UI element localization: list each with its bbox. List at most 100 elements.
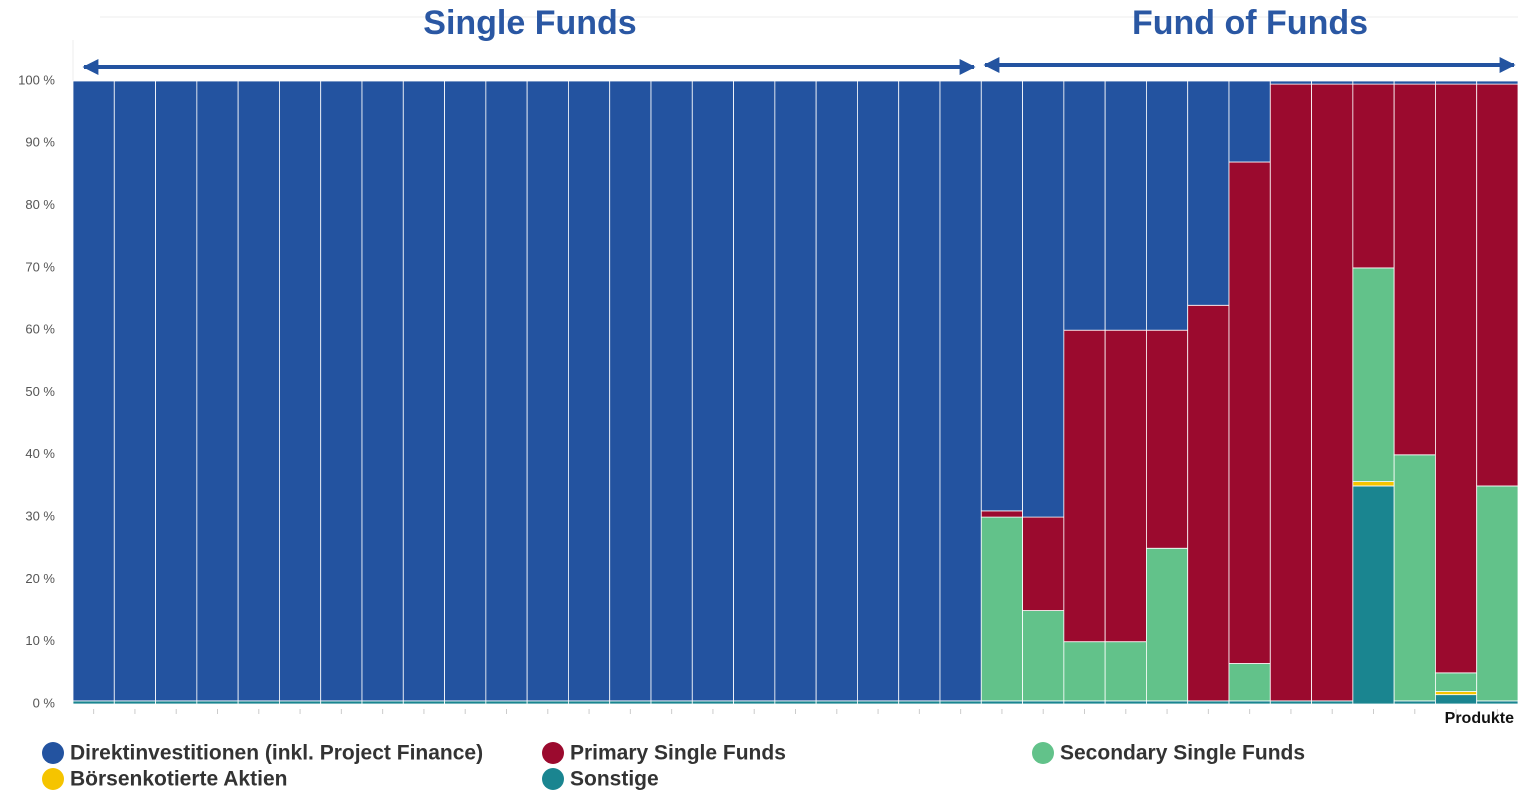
y-tick-label: 10 % — [25, 633, 55, 648]
bar-segment — [1476, 80, 1519, 85]
bar-segment — [1269, 80, 1312, 85]
bar-segment — [361, 80, 404, 702]
bar-segment — [980, 516, 1023, 702]
bar-segment — [1435, 83, 1478, 674]
x-axis-label: Produkte — [1445, 710, 1514, 727]
bar-segment — [980, 700, 1023, 705]
bar-segment — [1435, 80, 1478, 85]
bar-segment — [113, 700, 156, 705]
bar-segment — [485, 80, 528, 702]
bar-segment — [402, 700, 445, 705]
bar-segment — [1269, 83, 1312, 702]
bar-segment — [1228, 700, 1271, 705]
y-tick-label: 40 % — [25, 446, 55, 461]
bar-segment — [113, 80, 156, 702]
bar-segment — [1187, 80, 1230, 306]
bar-segment — [691, 80, 734, 702]
legend-label: Secondary Single Funds — [1060, 742, 1305, 765]
bar-segment — [568, 80, 611, 702]
bar-segment — [1187, 304, 1230, 702]
bar-segment — [650, 700, 693, 705]
bar-segment — [1311, 83, 1354, 702]
legend-swatch — [42, 742, 64, 764]
bar-segment — [1146, 700, 1189, 705]
bar-segment — [1063, 700, 1106, 705]
bar-segment — [361, 700, 404, 705]
bar-segment — [1393, 700, 1436, 705]
bar-segment — [939, 80, 982, 702]
y-tick-label: 30 % — [25, 509, 55, 524]
bar-segment — [650, 80, 693, 702]
bar-segment — [1393, 454, 1436, 702]
bar-segment — [1435, 672, 1478, 692]
bar-segment — [1022, 610, 1065, 702]
y-tick-label: 0 % — [33, 695, 56, 710]
bar-segment — [485, 700, 528, 705]
bar-segment — [402, 80, 445, 702]
bar-segment — [155, 700, 198, 705]
bar-segment — [1063, 80, 1106, 331]
bar-segment — [1476, 485, 1519, 702]
bar-segment — [857, 700, 900, 705]
bar-segment — [1146, 547, 1189, 702]
legend-swatch — [42, 768, 64, 790]
bar-segment — [898, 80, 941, 702]
bar-segment — [1146, 80, 1189, 331]
legend-swatch — [1032, 742, 1054, 764]
bar-segment — [1022, 80, 1065, 518]
bar-segment — [320, 80, 363, 702]
bar-segment — [1311, 80, 1354, 85]
bar-segment — [980, 510, 1023, 518]
y-tick-label: 100 % — [18, 72, 55, 87]
bar-segment — [609, 700, 652, 705]
bar-segment — [1022, 516, 1065, 611]
bar-segment — [1104, 641, 1147, 702]
bar-segment — [1352, 485, 1395, 705]
bar-segment — [1063, 641, 1106, 702]
bar-segment — [1352, 83, 1395, 269]
legend-label: Börsenkotierte Aktien — [70, 768, 287, 791]
bar-segment — [196, 80, 239, 702]
bar-segment — [72, 80, 115, 702]
bar-segment — [857, 80, 900, 702]
y-tick-label: 20 % — [25, 571, 55, 586]
bar-segment — [1352, 80, 1395, 85]
bar-segment — [526, 700, 569, 705]
bar-segment — [1352, 267, 1395, 482]
bar-segment — [815, 80, 858, 702]
bar-segment — [196, 700, 239, 705]
bar-segment — [939, 700, 982, 705]
legend-label: Sonstige — [570, 768, 659, 791]
bar-segment — [1228, 161, 1271, 664]
bar-segment — [1187, 700, 1230, 705]
bar-segment — [1228, 80, 1271, 163]
legend-swatch — [542, 768, 564, 790]
annotation: Fund of Funds — [1132, 4, 1368, 42]
bar-segment — [320, 700, 363, 705]
bar-segment — [774, 700, 817, 705]
bar-segment — [980, 80, 1023, 512]
bar-segment — [1228, 663, 1271, 702]
bar-segment — [774, 80, 817, 702]
bar-segment — [237, 80, 280, 702]
y-tick-label: 70 % — [25, 259, 55, 274]
bar-segment — [1269, 700, 1312, 705]
y-tick-label: 80 % — [25, 197, 55, 212]
bar-segment — [1104, 700, 1147, 705]
bar-segment — [1104, 80, 1147, 331]
bar-segment — [1435, 691, 1478, 696]
bar-segment — [1476, 83, 1519, 487]
bar-segment — [1146, 329, 1189, 549]
bar-segment — [1104, 329, 1147, 643]
y-tick-label: 90 % — [25, 135, 55, 150]
bar-segment — [444, 700, 487, 705]
bar-segment — [444, 80, 487, 702]
bar-segment — [155, 80, 198, 702]
bar-segment — [1393, 83, 1436, 456]
annotation: Single Funds — [423, 4, 636, 42]
bar-segment — [733, 700, 776, 705]
bar-segment — [237, 700, 280, 705]
bar-segment — [279, 80, 322, 702]
bar-segment — [609, 80, 652, 702]
